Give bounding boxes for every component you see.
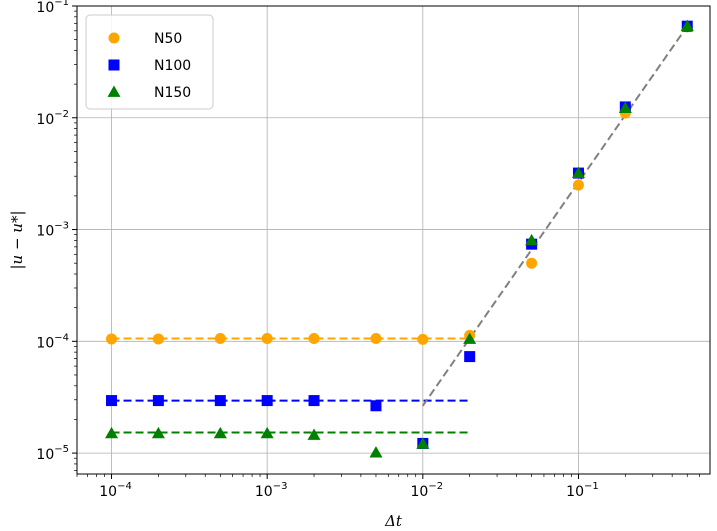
- legend-marker: [107, 85, 121, 97]
- plot-frame: [76, 5, 711, 475]
- data-point: [214, 332, 226, 344]
- y-tick-label: 10−3: [36, 221, 69, 240]
- data-point: [417, 333, 429, 345]
- data-point: [261, 332, 273, 344]
- data-point: [151, 426, 165, 439]
- x-tick-label: 10−3: [255, 481, 288, 500]
- legend-label: N100: [154, 58, 191, 74]
- data-point: [307, 428, 321, 440]
- data-point: [214, 395, 226, 407]
- data-point: [152, 333, 164, 345]
- x-axis-label: Δt: [384, 512, 403, 530]
- y-tick-label: 10−2: [36, 109, 69, 128]
- data-point: [106, 333, 118, 345]
- legend-marker: [108, 32, 120, 44]
- data-point: [308, 332, 320, 344]
- data-point: [370, 332, 382, 344]
- data-point: [571, 166, 585, 178]
- data-point: [618, 101, 632, 113]
- legend-label: N50: [154, 31, 182, 47]
- data-point: [463, 332, 477, 344]
- legend: N50 N100 N150: [85, 14, 214, 110]
- axis-ticks: 10−4 10−3 10−2 10−1 10−5 10−4 10−3 10−2 10−1: [36, 0, 700, 500]
- data-point: [260, 426, 274, 439]
- data-point: [369, 446, 383, 458]
- x-tick-label: 10−4: [99, 481, 132, 500]
- data-markers: [105, 19, 694, 458]
- legend-marker: [108, 59, 120, 71]
- data-point: [106, 395, 118, 407]
- data-point: [308, 395, 320, 407]
- x-tick-label: 10−2: [411, 481, 444, 500]
- data-point: [152, 395, 164, 407]
- y-tick-label: 10−5: [36, 444, 69, 463]
- data-point: [464, 351, 476, 363]
- series-N150: [105, 19, 694, 458]
- data-point: [525, 233, 539, 246]
- y-axis-label: |u − u*|: [8, 210, 26, 269]
- data-point: [526, 257, 538, 269]
- y-tick-label: 10−4: [36, 332, 69, 351]
- data-point: [572, 179, 584, 191]
- data-point: [261, 395, 273, 407]
- data-point: [105, 426, 119, 439]
- data-point: [680, 19, 694, 32]
- data-point: [416, 437, 430, 449]
- data-point: [213, 426, 227, 439]
- legend-label: N150: [154, 85, 191, 101]
- x-tick-label: 10−1: [566, 481, 599, 500]
- data-point: [370, 400, 382, 412]
- legend-box: [85, 14, 214, 110]
- y-tick-label: 10−1: [36, 0, 69, 16]
